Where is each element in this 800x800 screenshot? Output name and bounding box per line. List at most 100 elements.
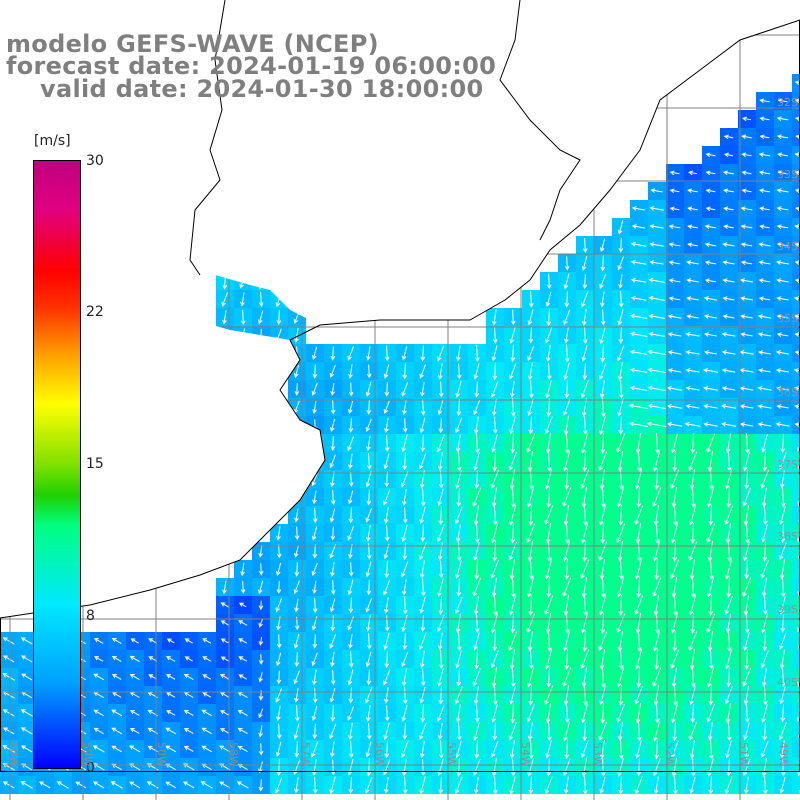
wind-arrow bbox=[420, 668, 426, 687]
wind-arrow bbox=[546, 758, 552, 777]
wind-arrow bbox=[616, 703, 625, 723]
wind-arrow bbox=[795, 116, 800, 122]
wind-arrow bbox=[527, 487, 535, 508]
wind-arrow bbox=[776, 296, 789, 301]
wind-arrow bbox=[528, 649, 534, 670]
wind-arrow bbox=[402, 399, 407, 416]
wind-arrow bbox=[706, 523, 716, 544]
wind-arrow bbox=[759, 116, 770, 122]
wind-arrow bbox=[744, 704, 750, 723]
wind-arrow bbox=[707, 631, 714, 652]
wind-arrow bbox=[742, 116, 752, 122]
wind-arrow bbox=[636, 576, 642, 599]
wind-arrow bbox=[776, 332, 789, 337]
wind-arrow bbox=[473, 505, 479, 526]
wind-arrow bbox=[384, 417, 389, 434]
wind-arrow bbox=[564, 291, 570, 308]
wind-arrow bbox=[779, 740, 785, 759]
wind-arrow bbox=[545, 613, 552, 634]
wind-arrow bbox=[667, 350, 682, 355]
wind-arrow bbox=[20, 637, 33, 645]
wind-arrow bbox=[240, 562, 245, 577]
wind-arrow bbox=[704, 260, 717, 265]
wind-arrow bbox=[2, 637, 15, 645]
wind-arrow bbox=[739, 422, 754, 427]
wind-arrow bbox=[703, 404, 718, 409]
wind-arrow bbox=[631, 206, 646, 211]
wind-cell bbox=[792, 164, 800, 182]
wind-arrow bbox=[508, 722, 517, 741]
wind-arrow bbox=[330, 669, 336, 686]
wind-arrow bbox=[509, 326, 516, 344]
wind-arrow bbox=[616, 613, 626, 634]
wind-arrow bbox=[794, 170, 800, 175]
wind-cell bbox=[792, 650, 800, 668]
wind-arrow bbox=[687, 224, 698, 230]
wind-arrow bbox=[724, 505, 734, 526]
wind-arrow bbox=[762, 722, 768, 741]
wind-arrow bbox=[757, 404, 772, 409]
wind-arrow bbox=[690, 667, 696, 688]
wind-arrow bbox=[618, 776, 624, 795]
wind-arrow bbox=[776, 116, 789, 121]
wind-arrow bbox=[526, 667, 535, 688]
wind-arrow bbox=[294, 562, 300, 577]
wind-arrow bbox=[724, 559, 733, 580]
wind-arrow bbox=[330, 346, 336, 361]
coastline bbox=[0, 19, 800, 619]
wind-arrow bbox=[110, 781, 123, 789]
wind-arrow bbox=[546, 362, 552, 381]
wind-arrow bbox=[474, 704, 480, 723]
wind-arrow bbox=[703, 314, 718, 319]
wind-arrow bbox=[111, 637, 122, 644]
wind-arrow bbox=[348, 562, 354, 577]
wind-arrow bbox=[671, 757, 677, 778]
wind-arrow bbox=[258, 600, 264, 611]
wind-arrow bbox=[276, 705, 281, 722]
wind-arrow bbox=[365, 525, 371, 542]
wind-arrow bbox=[708, 468, 714, 491]
wind-arrow bbox=[685, 368, 700, 373]
wind-arrow bbox=[401, 489, 407, 506]
wind-arrow bbox=[582, 630, 588, 653]
wind-arrow bbox=[330, 580, 336, 595]
wind-arrow bbox=[686, 278, 699, 283]
wind-cell bbox=[792, 74, 800, 92]
wind-arrow bbox=[456, 757, 462, 778]
wind-arrow bbox=[111, 709, 123, 717]
wind-arrow bbox=[455, 613, 461, 634]
wind-arrow bbox=[527, 541, 534, 562]
wind-arrow bbox=[544, 559, 553, 580]
wind-arrow bbox=[2, 727, 15, 735]
wind-arrow bbox=[384, 345, 390, 362]
wind-arrow bbox=[758, 350, 771, 355]
wind-arrow bbox=[794, 404, 800, 409]
wind-arrow bbox=[418, 722, 427, 740]
wind-arrow bbox=[599, 649, 606, 670]
wind-arrow bbox=[581, 487, 588, 508]
wind-arrow bbox=[636, 450, 642, 473]
wind-arrow bbox=[721, 368, 736, 373]
wind-arrow bbox=[201, 727, 212, 735]
wind-arrow bbox=[437, 452, 443, 471]
wind-arrow bbox=[436, 434, 445, 453]
lat-label-32s: 32S bbox=[777, 96, 798, 109]
wind-arrow bbox=[2, 781, 15, 789]
wind-arrow bbox=[438, 686, 444, 705]
wind-arrow bbox=[599, 776, 606, 794]
title-valid-date: valid date: 2024-01-30 18:00:00 bbox=[40, 75, 484, 103]
wind-arrow bbox=[330, 561, 335, 578]
wind-arrow bbox=[793, 368, 800, 373]
wind-arrow bbox=[94, 656, 104, 662]
wind-arrow bbox=[776, 386, 789, 391]
wind-arrow bbox=[129, 655, 140, 663]
wind-arrow bbox=[473, 721, 480, 741]
wind-arrow bbox=[219, 692, 230, 698]
wind-arrow bbox=[366, 489, 372, 506]
wind-arrow bbox=[275, 777, 283, 794]
wind-arrow bbox=[402, 596, 408, 615]
wind-arrow bbox=[581, 256, 588, 271]
wind-arrow bbox=[581, 757, 587, 778]
wind-arrow bbox=[703, 368, 718, 373]
wind-arrow bbox=[743, 776, 749, 795]
